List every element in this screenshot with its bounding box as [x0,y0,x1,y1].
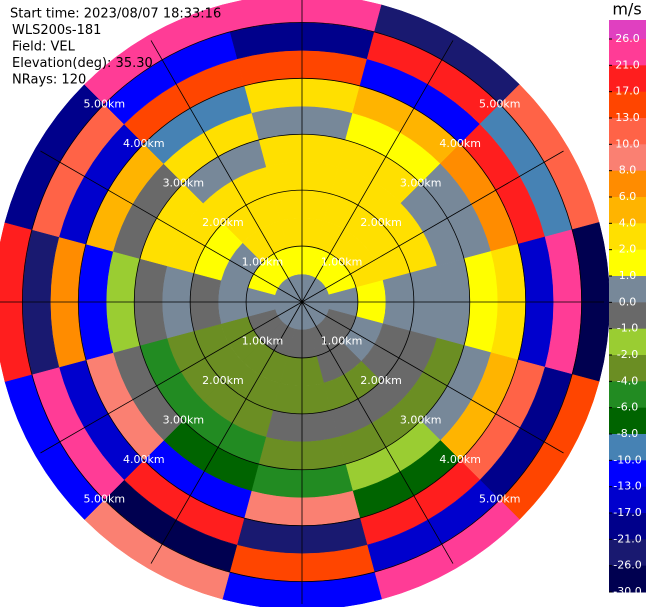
colorbar-segment [609,328,646,356]
colorbar-segment [609,434,646,461]
colorbar-segment [609,65,646,93]
range-ring [245,245,359,359]
colorbar-label: -4.0 [617,374,638,387]
colorbar-segment [609,170,646,198]
range-label: 1.00km [321,335,363,348]
colorbar-label: 1.0 [619,269,637,282]
range-label: 3.00km [163,414,205,427]
colorbar-label: 2.0 [619,243,637,256]
colorbar-segment [609,486,646,514]
colorbar-label: -8.0 [617,427,638,440]
colorbar-label: -6.0 [617,401,638,414]
colorbar-segment [609,513,646,540]
colorbar-segment [609,381,646,409]
spoke [301,301,564,454]
info-text: NRays: 120 [12,73,86,88]
info-text: Start time: 2023/08/07 18:33:16 [10,7,221,22]
colorbar-segment [609,223,646,251]
colorbar-title: m/s [612,0,641,19]
colorbar-segment [609,565,646,593]
range-ring [21,21,583,583]
colorbar-label: 13.0 [615,111,640,124]
colorbar-segment [609,20,646,40]
colorbar-label: -2.0 [617,348,638,361]
colorbar-label: 26.0 [615,32,640,45]
range-label: 4.00km [439,453,481,466]
range-label: 5.00km [83,493,125,506]
range-label: 3.00km [400,414,442,427]
spoke [301,40,454,303]
spoke [40,301,303,454]
colorbar-label: 10.0 [615,137,640,150]
colorbar-label: 6.0 [619,190,637,203]
range-label: 3.00km [400,176,442,189]
colorbar-label: 17.0 [615,85,640,98]
colorbar-segment [609,197,646,224]
colorbar-segment [609,539,646,567]
range-label: 4.00km [123,137,165,150]
range-label: 3.00km [163,176,205,189]
range-label: 5.00km [83,97,125,110]
colorbar-segment [609,118,646,145]
colorbar-label: -21.0 [613,532,641,545]
colorbar-label: -26.0 [613,559,641,572]
spoke [301,150,564,303]
colorbar-segment [609,460,646,488]
colorbar-segment [609,249,646,277]
colorbar-label: -17.0 [613,506,641,519]
colorbar-label: -10.0 [613,453,641,466]
colorbar-segment [609,144,646,172]
range-ring [133,133,471,471]
colorbar-label: -13.0 [613,480,641,493]
colorbar-segment [609,355,646,382]
info-text: Field: VEL [12,40,76,55]
range-label: 1.00km [242,255,284,268]
range-label: 1.00km [321,255,363,268]
colorbar-label: 21.0 [615,58,640,71]
range-ring [189,189,415,415]
colorbar-segment [609,91,646,119]
spoke [150,40,303,303]
range-label: 2.00km [202,216,244,229]
range-ring [77,77,527,527]
range-label: 2.00km [360,374,402,387]
info-text: WLS200s-181 [12,23,101,38]
colorbar-label: -1.0 [617,322,638,335]
spoke [301,301,454,564]
range-label: 5.00km [479,493,521,506]
colorbar-segment [609,302,646,330]
colorbar-label: 8.0 [619,164,637,177]
colorbar-segment [609,276,646,303]
colorbar-label: 4.0 [619,216,637,229]
colorbar-label: -30.0 [613,585,641,598]
colorbar-segment [609,407,646,435]
spoke [150,301,303,564]
info-text: Elevation(deg): 35.30 [12,56,153,71]
spoke [40,150,303,303]
range-label: 4.00km [439,137,481,150]
range-label: 4.00km [123,453,165,466]
colorbar-label: 0.0 [619,295,637,308]
range-label: 1.00km [242,335,284,348]
range-label: 2.00km [202,374,244,387]
colorbar-segment [609,39,646,66]
range-label: 2.00km [360,216,402,229]
range-label: 5.00km [479,97,521,110]
